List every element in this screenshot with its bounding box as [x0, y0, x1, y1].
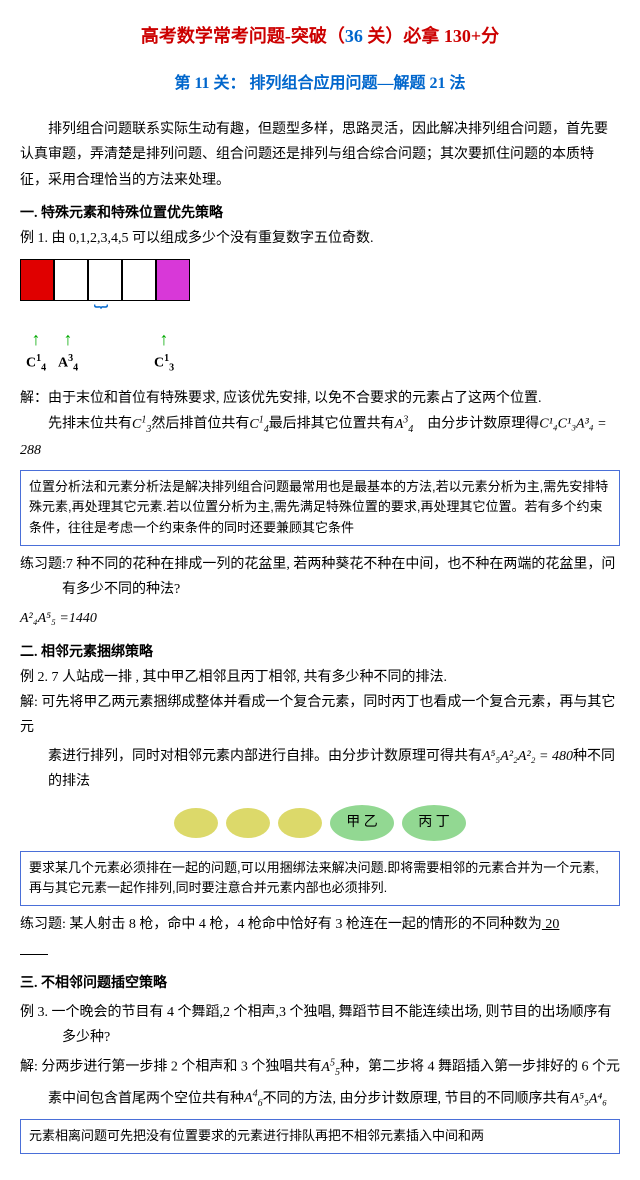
section1-heading: 一. 特殊元素和特殊位置优先策略 [20, 201, 620, 226]
info-box-2: 要求某几个元素必须排在一起的问题,可以用捆绑法来解决问题.即将需要相邻的元素合并… [20, 851, 620, 907]
diagram-label: A34 [52, 350, 84, 377]
title-part1: 高考数学常考问题-突破（ [141, 26, 345, 46]
solution2-line2: 素进行排列，同时对相邻元素内部进行自排。由分步计数原理可得共有A⁵₅A²₂A²₂… [20, 744, 620, 794]
circle-icon [226, 808, 270, 838]
practice2-answer: 20 [542, 917, 560, 932]
bundle-group: 甲 乙 [330, 805, 394, 841]
section3-heading: 三. 不相邻问题插空策略 [20, 971, 620, 996]
solution2-line1: 解: 可先将甲乙两元素捆绑成整体并看成一个复合元素，同时丙丁也看成一个复合元素，… [20, 690, 620, 740]
solution1-line1: 解：由于末位和首位有特殊要求, 应该优先安排, 以免不合要求的元素占了这两个位置… [20, 386, 620, 411]
blank-underline [20, 937, 620, 962]
subtitle: 第 11 关： 排列组合应用问题—解题 21 法 [20, 70, 620, 99]
intro-paragraph: 排列组合问题联系实际生动有趣，但题型多样，思路灵活，因此解决排列组合问题，首先要… [20, 117, 620, 193]
formula-result3: A⁵₅A⁴₆ [571, 1091, 608, 1106]
solution3-line1: 解: 分两步进行第一步排 2 个相声和 3 个独唱共有A55种，第二步将 4 舞… [20, 1054, 620, 1081]
info-box-1: 位置分析法和元素分析法是解决排列组合问题最常用也是最基本的方法,若以元素分析为主… [20, 470, 620, 546]
arrow-icon: ↑ [52, 330, 84, 348]
formula-a43: A34 [395, 417, 414, 432]
example1: 例 1. 由 0,1,2,3,4,5 可以组成多少个没有重复数字五位奇数. [20, 226, 620, 251]
cell-4 [156, 259, 190, 301]
solution3-line2: 素中间包含首尾两个空位共有种A46不同的方法, 由分步计数原理, 节目的不同顺序… [20, 1086, 620, 1113]
formula-c31: C13 [132, 417, 151, 432]
bundle-diagram: 甲 乙丙 丁 [20, 805, 620, 841]
diagram-label [116, 350, 148, 377]
bundle-group: 丙 丁 [402, 805, 466, 841]
circle-icon [278, 808, 322, 838]
diagram-label [84, 350, 116, 377]
position-diagram: ︸ ↑↑↑ C14A34C13 [20, 259, 620, 378]
example3: 例 3. 一个晚会的节目有 4 个舞蹈,2 个相声,3 个独唱, 舞蹈节目不能连… [20, 1000, 620, 1050]
arrow-icon [84, 330, 116, 348]
example2: 例 2. 7 人站成一排 , 其中甲乙相邻且丙丁相邻, 共有多少种不同的排法. [20, 665, 620, 690]
cell-2 [88, 259, 122, 301]
diagram-label: C14 [20, 350, 52, 377]
title-part2: 关）必拿 130+分 [363, 26, 499, 46]
cell-3 [122, 259, 156, 301]
circle-icon [174, 808, 218, 838]
formula-c41: C14 [249, 417, 268, 432]
info-box-3: 元素相离问题可先把没有位置要求的元素进行排队再把不相邻元素插入中间和两 [20, 1119, 620, 1154]
brace-icon: ︸ [53, 301, 149, 326]
cell-1 [54, 259, 88, 301]
section2-heading: 二. 相邻元素捆绑策略 [20, 640, 620, 665]
cell-0 [20, 259, 54, 301]
arrow-icon [116, 330, 148, 348]
diagram-label: C13 [148, 350, 180, 377]
main-title: 高考数学常考问题-突破（36 关）必拿 130+分 [20, 20, 620, 52]
practice1: 练习题:7 种不同的花种在排成一列的花盆里, 若两种葵花不种在中间，也不种在两端… [20, 552, 620, 602]
arrow-icon: ↑ [148, 330, 180, 348]
practice2: 练习题: 某人射击 8 枪，命中 4 枪，4 枪命中恰好有 3 枪连在一起的情形… [20, 912, 620, 937]
title-num: 36 [345, 26, 363, 46]
formula-result2: A⁵₅A²₂A²₂ = 480 [482, 749, 573, 764]
formula-a55: A55 [321, 1060, 340, 1075]
arrow-icon: ↑ [20, 330, 52, 348]
solution1-line2: 先排末位共有C13然后排首位共有C14最后排其它位置共有A34 由分步计数原理得… [20, 411, 620, 464]
formula-a64: A46 [244, 1091, 263, 1106]
practice1-answer: A²₄A⁵₅ =1440 [20, 606, 620, 631]
